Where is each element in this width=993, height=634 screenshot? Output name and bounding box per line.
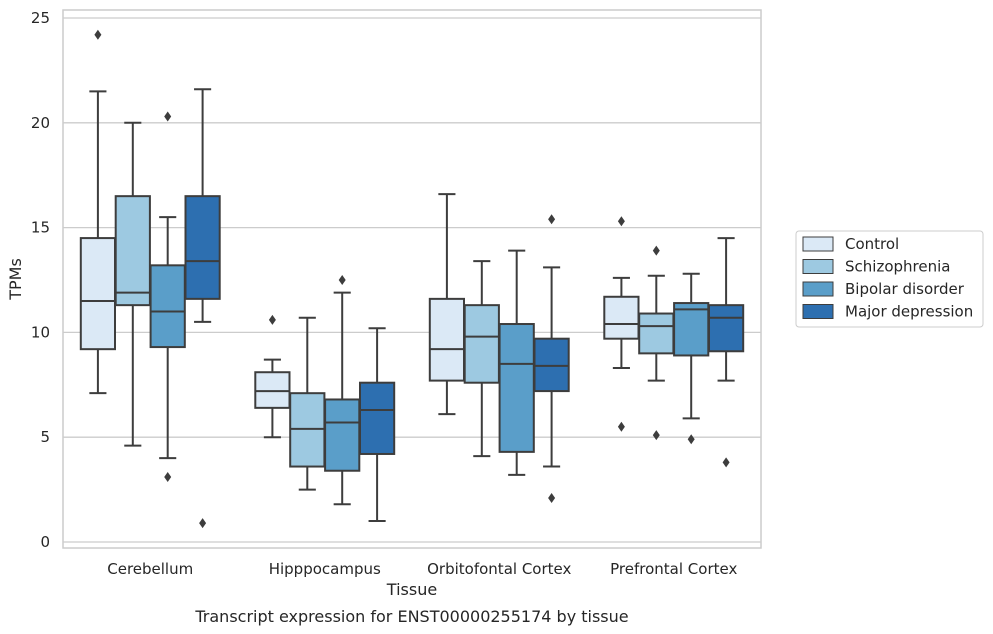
y-tick-label: 5: [40, 428, 50, 446]
box-body: [498, 323, 535, 453]
x-axis-title: Tissue: [386, 580, 437, 599]
y-tick-label: 25: [31, 9, 50, 27]
box-body: [463, 304, 500, 384]
box-body: [603, 295, 640, 340]
y-tick-label: 15: [31, 219, 50, 237]
legend-label: Bipolar disorder: [845, 280, 965, 298]
box-schizophrenia: [289, 316, 326, 491]
outlier-point: [164, 472, 172, 483]
box-schizophrenia: [638, 245, 675, 441]
y-tick-labels: 0 5 10 15 20 25: [31, 9, 50, 551]
legend-swatch: [802, 304, 834, 319]
outlier-point: [199, 518, 207, 529]
legend-swatch: [802, 281, 834, 297]
box-bipolar-disorder: [498, 249, 535, 476]
box-body: [149, 264, 186, 349]
box-body: [638, 312, 675, 355]
x-tick-label: Orbitofontal Cortex: [427, 560, 571, 578]
box-schizophrenia: [114, 121, 151, 447]
outlier-point: [617, 421, 625, 432]
box-major-depression: [707, 237, 745, 468]
chart-caption: Transcript expression for ENST0000025517…: [194, 607, 628, 626]
legend-label: Control: [845, 235, 899, 253]
outlier-point: [722, 457, 730, 468]
outlier-point: [548, 214, 556, 225]
plot-frame: [62, 9, 762, 549]
box-body: [428, 297, 466, 382]
legend-frame: [795, 230, 984, 328]
y-tick-label: 20: [31, 114, 50, 132]
box-bipolar-disorder: [149, 111, 186, 483]
box-body: [184, 195, 221, 300]
box-control: [254, 314, 291, 439]
outlier-point: [268, 314, 276, 325]
box-body: [358, 381, 396, 455]
legend-swatch: [802, 259, 834, 274]
outlier-point: [94, 29, 102, 40]
legend: Control Schizophrenia Bipolar disorder Majo…: [795, 230, 984, 328]
box-body: [289, 392, 326, 468]
box-body: [79, 237, 117, 351]
x-tick-label: Prefrontal Cortex: [610, 560, 737, 578]
y-axis-title: TPMs: [6, 258, 25, 301]
outlier-point: [548, 492, 556, 503]
outlier-point: [164, 111, 172, 122]
outlier-point: [652, 245, 660, 256]
box-control: [428, 193, 466, 416]
boxes-layer: [79, 29, 745, 529]
box-body: [254, 371, 291, 409]
box-bipolar-disorder: [673, 272, 710, 445]
legend-items: Control Schizophrenia Bipolar disorder Majo…: [802, 235, 973, 321]
legend-label: Major depression: [845, 303, 973, 321]
box-schizophrenia: [463, 260, 500, 458]
x-tick-label: Cerebellum: [107, 560, 193, 578]
box-body: [673, 302, 710, 357]
x-tick-labels: Cerebellum Hipppocampus Orbitofontal Corte…: [107, 560, 737, 578]
box-body: [324, 398, 361, 472]
box-control: [603, 216, 640, 432]
box-major-depression: [533, 214, 570, 503]
box-bipolar-disorder: [324, 275, 361, 506]
legend-label: Schizophrenia: [845, 258, 950, 276]
legend-swatch: [802, 236, 834, 252]
box-body: [114, 195, 151, 307]
y-tick-label: 0: [40, 533, 50, 551]
outlier-point: [338, 275, 346, 285]
x-tick-label: Hipppocampus: [269, 560, 381, 578]
box-body: [707, 304, 745, 353]
outlier-point: [617, 216, 625, 227]
outlier-point: [652, 430, 660, 441]
outlier-point: [687, 434, 695, 445]
box-body: [533, 337, 570, 393]
y-tick-label: 10: [31, 323, 50, 341]
box-major-depression: [184, 88, 221, 529]
box-major-depression: [358, 327, 396, 523]
